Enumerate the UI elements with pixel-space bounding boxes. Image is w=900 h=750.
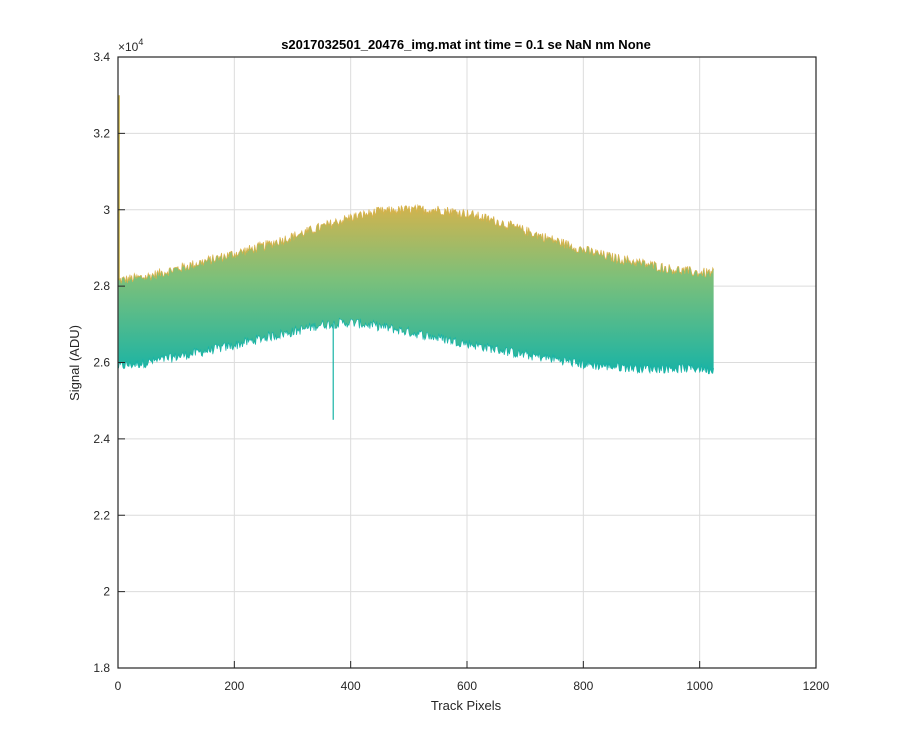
y-axis-ticks: 1.8 2 2.2 2.4 2.6 2.8 3 3.2 3.4: [93, 50, 125, 675]
lower-noise-trace: [118, 317, 714, 375]
y-tick-label: 2.4: [93, 432, 110, 446]
x-axis-ticks: 0 200 400 600 800 1000 1200: [115, 661, 830, 693]
x-tick-label: 1200: [803, 679, 830, 693]
x-tick-label: 1000: [686, 679, 713, 693]
x-axis-label: Track Pixels: [431, 698, 502, 713]
upper-noise-trace: [118, 203, 714, 284]
signal-data: [118, 95, 714, 420]
y-axis-label: Signal (ADU): [67, 325, 82, 401]
y-tick-label: 2.2: [93, 508, 110, 522]
y-tick-label: 1.8: [93, 661, 110, 675]
y-tick-label: 3.4: [93, 50, 110, 64]
y-tick-label: 2: [103, 585, 110, 599]
exponent-label: ×104: [118, 37, 143, 54]
x-tick-label: 800: [573, 679, 593, 693]
y-tick-label: 2.8: [93, 279, 110, 293]
x-tick-label: 600: [457, 679, 477, 693]
y-tick-label: 2.6: [93, 356, 110, 370]
x-tick-label: 0: [115, 679, 122, 693]
y-tick-label: 3.2: [93, 126, 110, 140]
chart-title: s2017032501_20476_img.mat int time = 0.1…: [281, 37, 651, 52]
y-tick-label: 3: [103, 203, 110, 217]
x-tick-label: 200: [224, 679, 244, 693]
x-tick-label: 400: [341, 679, 361, 693]
